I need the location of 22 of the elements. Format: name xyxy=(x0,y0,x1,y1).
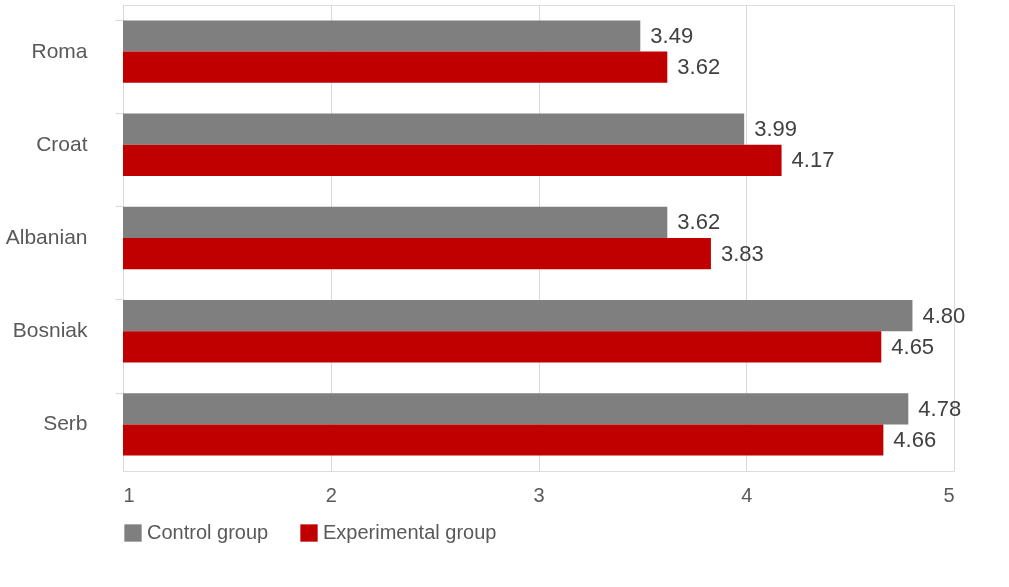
y-tick-label: Bosniak xyxy=(12,318,88,342)
data-label: 4.80 xyxy=(922,302,966,328)
data-label: 4.17 xyxy=(791,147,835,173)
data-label: 3.62 xyxy=(677,54,721,80)
x-tick-label: 3 xyxy=(533,483,545,506)
data-label: 3.49 xyxy=(650,22,694,48)
y-tick-label: Croat xyxy=(36,131,88,155)
x-tick-label: 5 xyxy=(943,483,955,506)
x-tick-label: 1 xyxy=(123,483,135,506)
x-tick-label: 2 xyxy=(325,483,337,506)
data-label: 4.78 xyxy=(918,395,962,421)
legend-label: Control group xyxy=(147,521,269,543)
legend-label: Experimental group xyxy=(323,521,497,543)
x-tick-label: 4 xyxy=(741,483,753,506)
y-tick-label: Roma xyxy=(31,38,88,62)
data-label: 3.83 xyxy=(720,240,764,266)
data-label: 3.62 xyxy=(677,209,721,235)
y-tick-label: Albanian xyxy=(5,225,88,248)
data-label: 4.65 xyxy=(891,333,935,359)
data-label: 3.99 xyxy=(754,116,797,142)
y-tick-label: Serb xyxy=(43,411,88,435)
data-label: 4.66 xyxy=(893,427,937,453)
